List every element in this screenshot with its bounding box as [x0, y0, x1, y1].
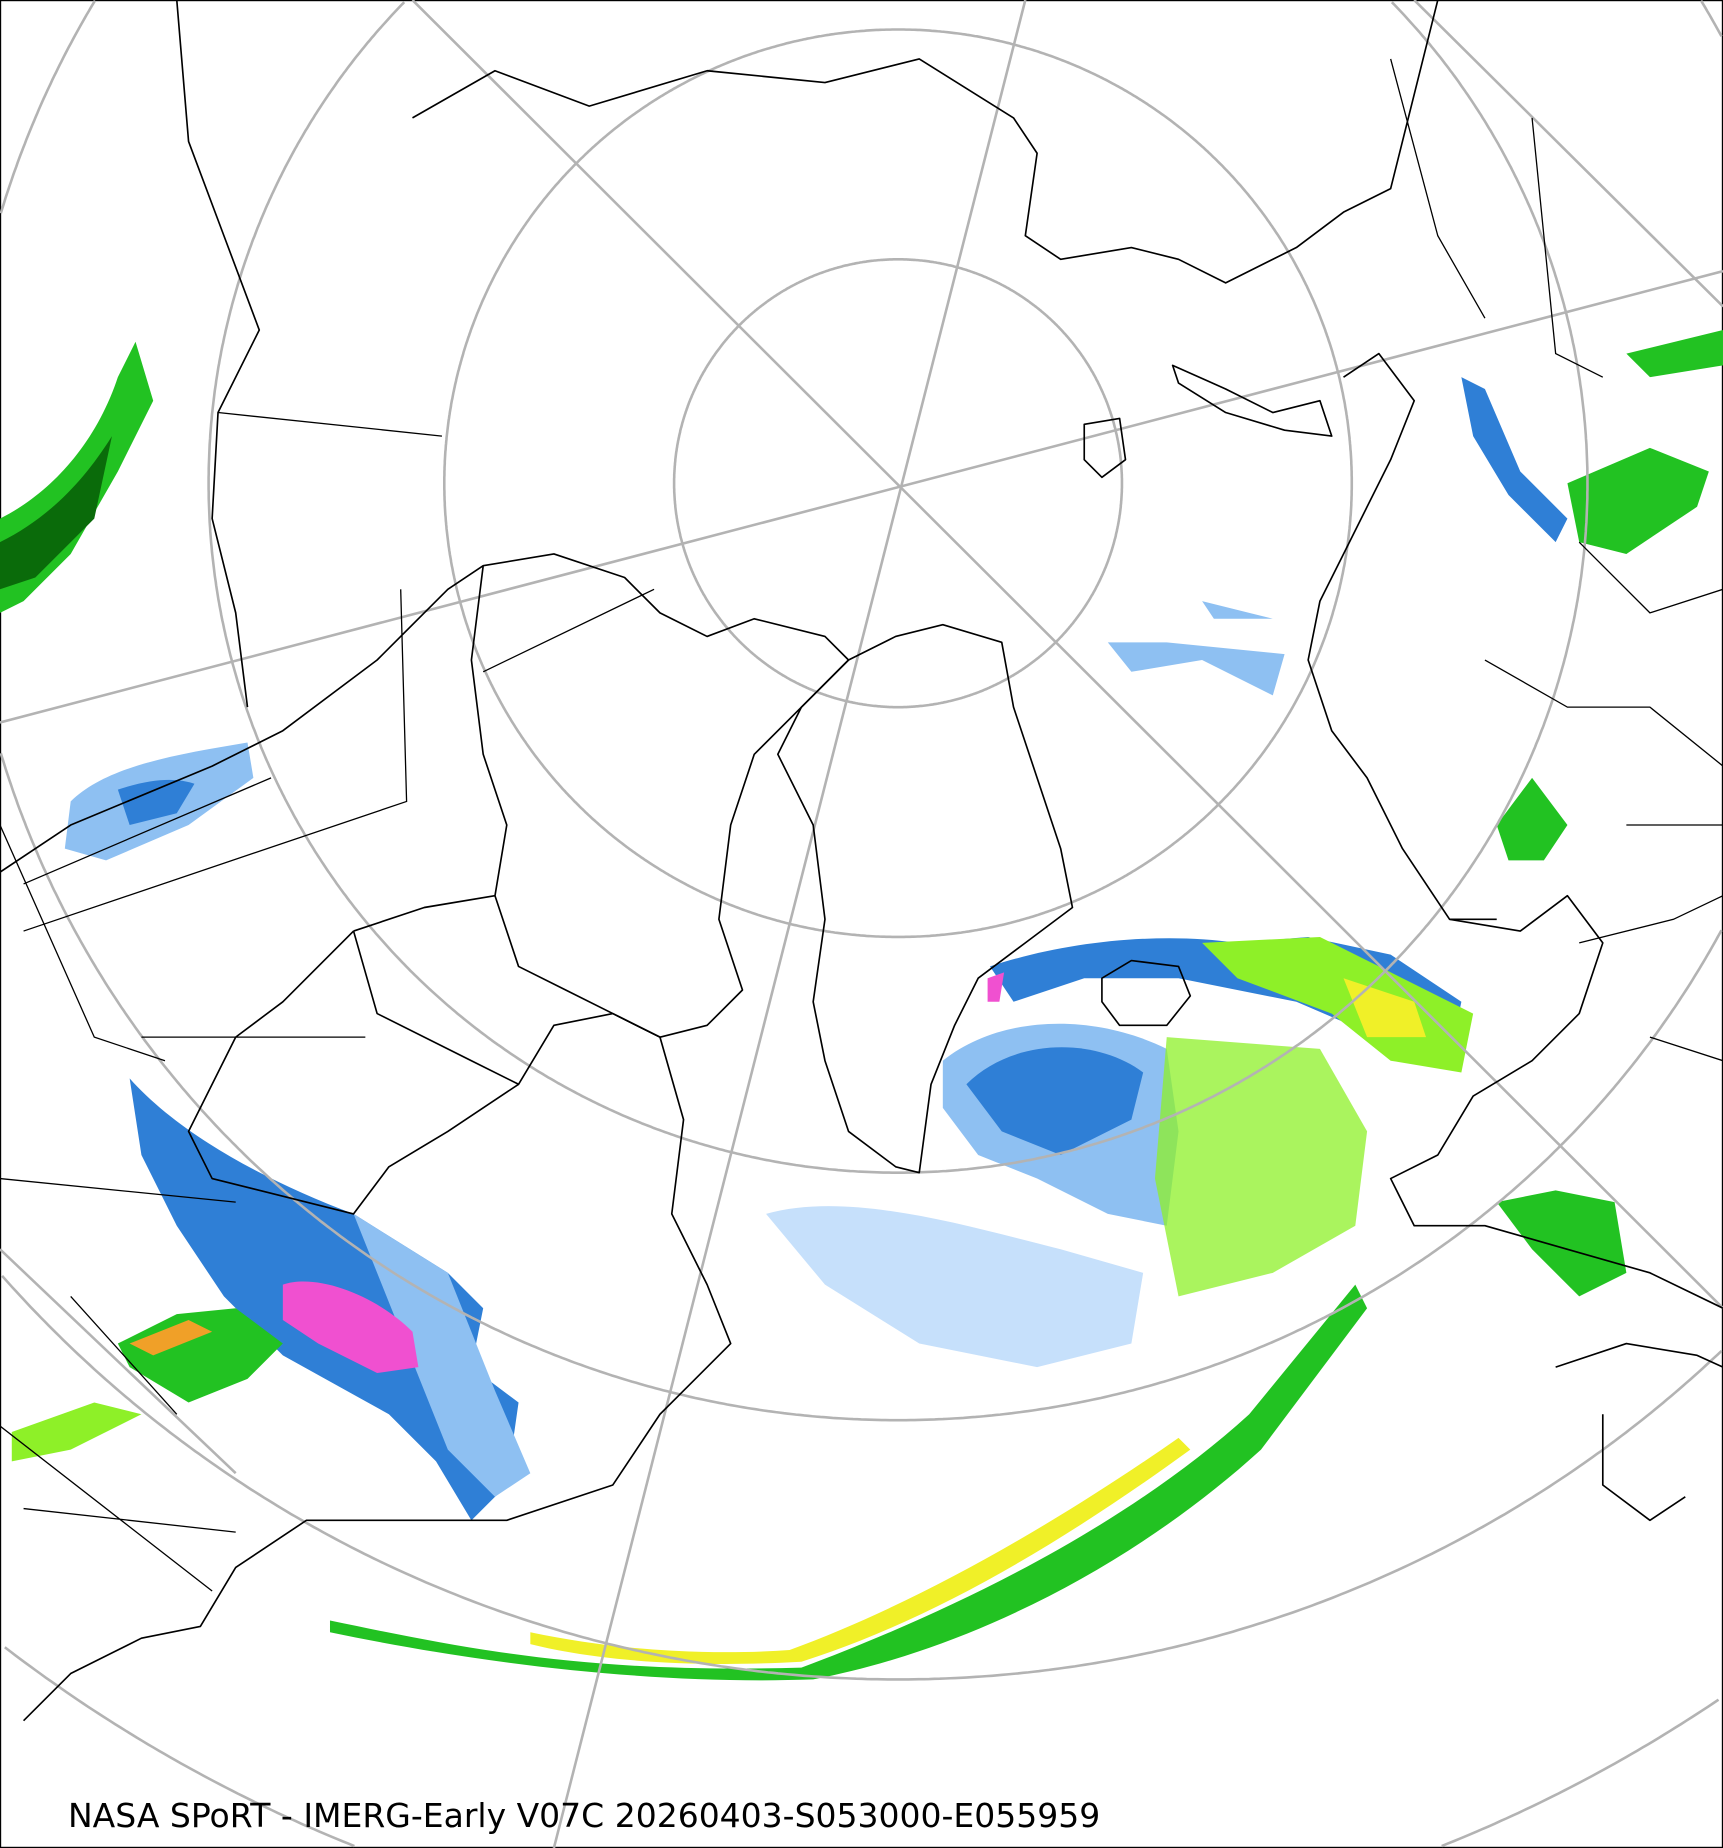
precip-north-america-west-core	[0, 436, 112, 590]
alaska-canada-border	[23, 411, 443, 885]
meridian	[552, 0, 1027, 1848]
precip-iceland-pink	[987, 972, 1005, 1002]
hudson-bay-coast	[187, 930, 520, 1215]
latitude-circle	[207, 1, 1589, 1174]
precip-atlantic-snow-swirl	[766, 1206, 1144, 1368]
canada-provinces	[0, 588, 655, 1062]
canadian-archipelago-coast	[470, 553, 850, 1038]
precip-showers-east	[1154, 1037, 1368, 1297]
precip-east-us-band	[11, 1402, 142, 1462]
north-america-coast	[0, 565, 732, 1722]
precip-iceland-low-core	[966, 1047, 1144, 1155]
precip-europe-blue	[1461, 377, 1568, 543]
africa-coast	[1555, 1342, 1723, 1522]
precip-europe-green	[1567, 447, 1709, 554]
meridian	[1413, 0, 1723, 308]
latitude-circle	[443, 28, 1354, 939]
precip-canada-snow-light	[353, 1213, 531, 1497]
scandinavia-coast	[1307, 352, 1497, 921]
meridian	[411, 0, 1723, 1310]
europe-borders	[1390, 58, 1723, 1062]
siberia-coast	[412, 0, 1439, 284]
greenland-coast	[776, 623, 1074, 1174]
latitude-circle	[1, 1275, 1723, 1681]
latitude-circle	[672, 258, 1124, 709]
meridian	[0, 269, 1723, 724]
precip-central-europe	[1496, 777, 1568, 861]
precip-norwegian-sea	[1202, 936, 1474, 1073]
europe-coast	[1389, 894, 1723, 1309]
latitude-circle	[0, 0, 1723, 1422]
map-caption: NASA SPoRT - IMERG-Early V07C 20260403-S…	[68, 1796, 1101, 1835]
precip-great-lakes-core	[129, 1319, 213, 1356]
latitude-circle	[4, 1646, 1720, 1848]
precip-alaska-snow-core	[117, 779, 195, 826]
precipitation-layer	[0, 330, 1723, 1681]
precip-scandinavia-green	[1626, 330, 1723, 378]
novaya-zemlya-coast	[1171, 364, 1333, 437]
political-borders	[0, 58, 1723, 1592]
alaska-coast	[175, 0, 261, 708]
meridian	[0, 1248, 237, 1475]
precip-canada-pink	[282, 1281, 419, 1374]
iceland-coast	[1101, 959, 1192, 1027]
svalbard-coast	[1083, 417, 1127, 479]
precip-arctic-blue	[1107, 601, 1285, 696]
coastlines	[0, 0, 1723, 1722]
us-states	[0, 1177, 236, 1592]
precip-turkey	[1496, 1190, 1627, 1297]
